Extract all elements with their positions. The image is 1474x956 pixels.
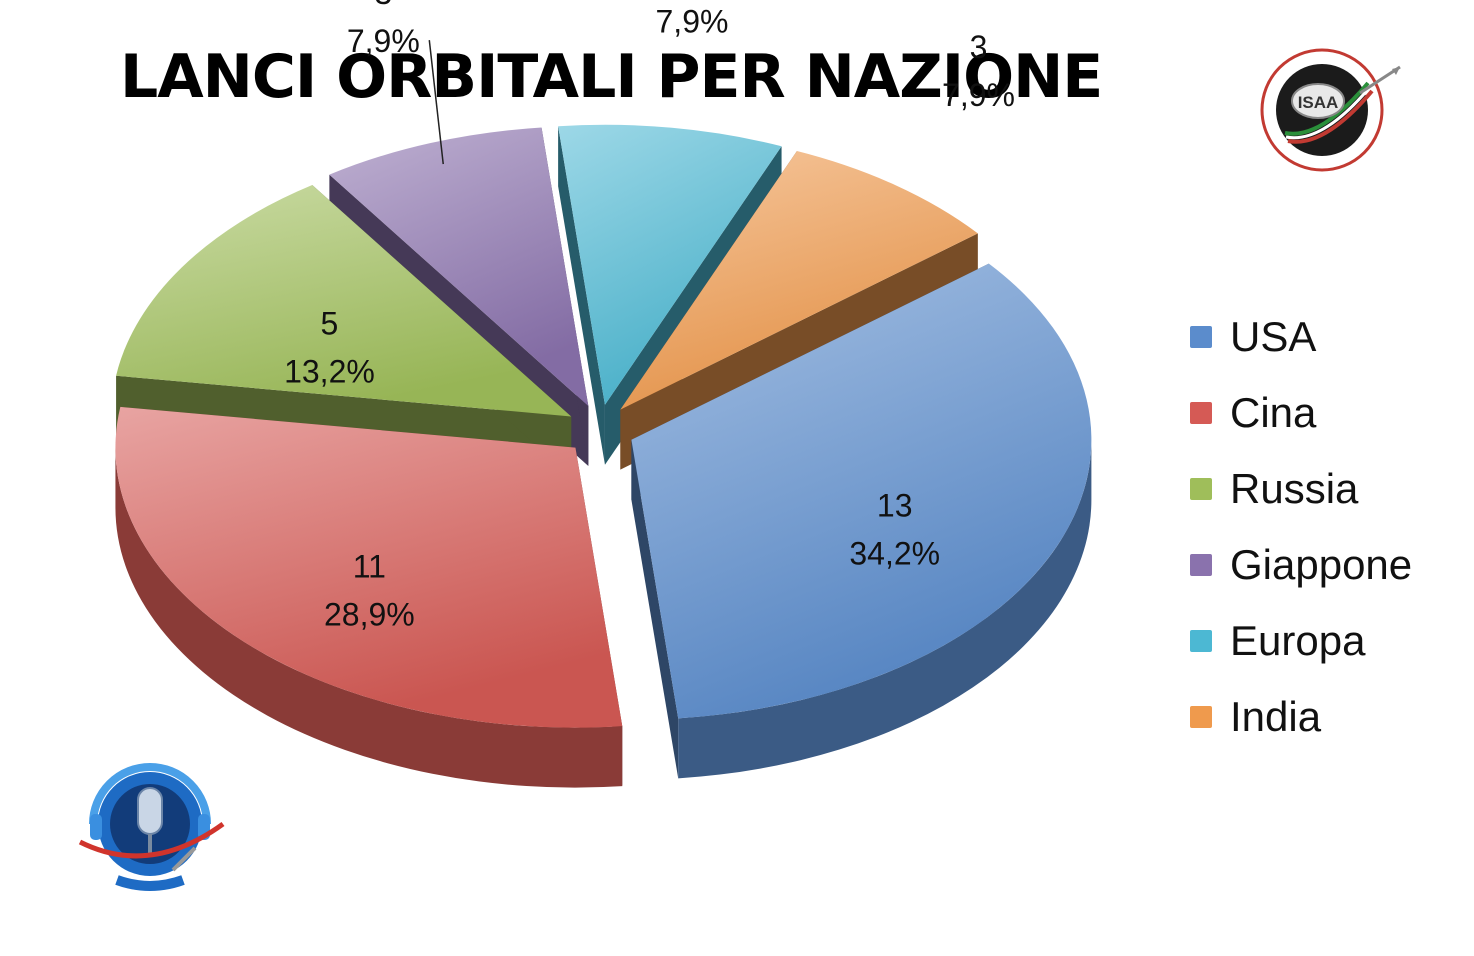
legend-swatch xyxy=(1190,554,1212,576)
legend-swatch xyxy=(1190,630,1212,652)
pie-slice-cina xyxy=(115,406,623,788)
pie-slice-outer-wall xyxy=(678,439,1092,779)
isaa-logo: ISAA xyxy=(1260,48,1401,172)
pie-percent-label-giappone: 7,9% xyxy=(347,23,420,59)
pie-percent-label-usa: 34,2% xyxy=(849,535,940,571)
pie-leader-line xyxy=(428,40,444,165)
pie-percent-label-cina: 28,9% xyxy=(324,597,415,633)
pie-value-label-usa: 13 xyxy=(877,487,913,523)
legend-label: Cina xyxy=(1230,389,1317,436)
pie-slice-top xyxy=(115,406,623,728)
chart-title: LANCI ORBITALI PER NAZIONE xyxy=(120,42,1103,112)
pie-slices xyxy=(115,124,1092,788)
pie-percent-label-india: 7,9% xyxy=(942,77,1015,113)
pie-slice-top xyxy=(620,151,978,410)
legend-label: USA xyxy=(1230,313,1317,360)
pie-slice-top xyxy=(329,127,589,407)
legend-swatch xyxy=(1190,478,1212,500)
legend-label: India xyxy=(1230,693,1322,740)
legend-swatch xyxy=(1190,402,1212,424)
pie-slice-wall xyxy=(558,126,605,465)
pie-value-label-cina: 11 xyxy=(353,549,386,585)
legend-swatch xyxy=(1190,706,1212,728)
pie-value-label-india: 3 xyxy=(970,29,988,65)
legend-label: Russia xyxy=(1230,465,1359,512)
pie-slice-outer-wall xyxy=(115,447,623,788)
pie-slice-wall xyxy=(631,439,679,779)
pie-slice-top xyxy=(116,185,572,417)
legend-swatch xyxy=(1190,326,1212,348)
pie-value-label-giappone: 3 xyxy=(374,0,392,11)
legend-label: Giappone xyxy=(1230,541,1413,588)
svg-text:ISAA: ISAA xyxy=(1298,93,1339,112)
astronauticast-logo xyxy=(78,763,225,891)
pie-slice-usa xyxy=(631,263,1092,779)
pie-slice-top xyxy=(558,124,782,405)
pie-slice-top xyxy=(631,263,1092,719)
pie-percent-label-russia: 13,2% xyxy=(284,353,375,389)
legend-label: Europa xyxy=(1230,617,1366,664)
pie-value-label-russia: 5 xyxy=(321,305,339,341)
pie-percent-label-europa: 7,9% xyxy=(656,4,729,40)
